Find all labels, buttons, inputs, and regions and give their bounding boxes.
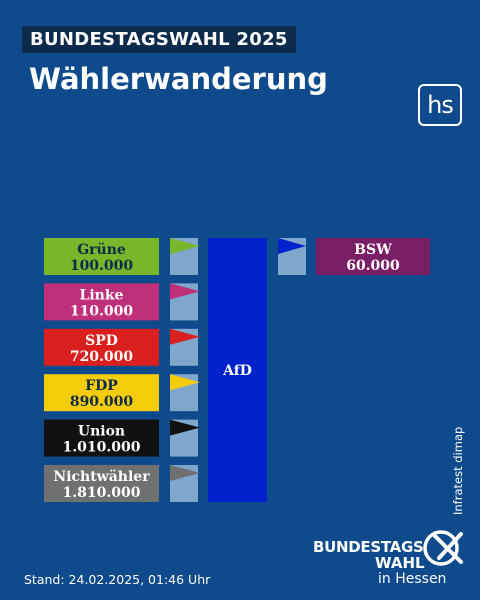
target-label-afd: AfD	[222, 363, 252, 379]
flow-arrow-grne	[170, 238, 200, 254]
party-box-nichtwhler	[44, 465, 159, 502]
party-name-nichtwhler: Nichtwähler	[53, 469, 150, 485]
party-value-union: 1.010.000	[63, 440, 141, 456]
party-box-spd	[44, 328, 159, 366]
check-x-ballot-icon	[423, 530, 463, 566]
flow-arrow-linke	[170, 283, 200, 300]
party-value-bsw: 60.000	[346, 258, 400, 274]
party-value-fdp: 890.000	[70, 394, 134, 410]
flow-arrow-nichtwhler	[170, 465, 200, 481]
flow-arrow-union	[170, 419, 200, 436]
party-box-linke	[44, 283, 159, 321]
party-box-fdp	[44, 374, 159, 412]
brand-line-1: BUNDESTAGS	[313, 538, 424, 556]
party-name-fdp: FDP	[85, 378, 118, 394]
brand-line-3: in Hessen	[378, 571, 447, 587]
party-value-linke: 110.000	[70, 303, 134, 319]
outflow-arrow-bsw	[278, 238, 306, 254]
party-value-spd: 720.000	[70, 349, 134, 365]
brand-line-2: WAHL	[375, 554, 425, 572]
target-bar-afd	[208, 238, 267, 502]
timestamp: Stand: 24.02.2025, 01:46 Uhr	[24, 572, 211, 587]
hs-logo[interactable]: hs	[418, 84, 462, 126]
flow-arrow-spd	[170, 328, 200, 345]
party-box-union	[44, 419, 159, 457]
bundestagswahl-brand: BUNDESTAGS WAHL in Hessen	[313, 530, 463, 590]
party-value-grne: 100.000	[70, 258, 134, 274]
party-name-spd: SPD	[85, 333, 118, 349]
election-tag: BUNDESTAGSWAHL 2025	[22, 26, 296, 53]
party-box-grne	[44, 238, 159, 275]
party-box-bsw	[316, 238, 430, 275]
party-name-bsw: BSW	[354, 242, 392, 258]
party-name-linke: Linke	[80, 287, 124, 303]
page-title: Wählerwanderung	[29, 62, 328, 96]
source-label: Infratest dimap	[451, 426, 465, 515]
party-value-nichtwhler: 1.810.000	[63, 485, 141, 501]
party-name-grne: Grüne	[77, 242, 126, 258]
flow-arrow-fdp	[170, 374, 200, 391]
party-name-union: Union	[78, 424, 125, 440]
